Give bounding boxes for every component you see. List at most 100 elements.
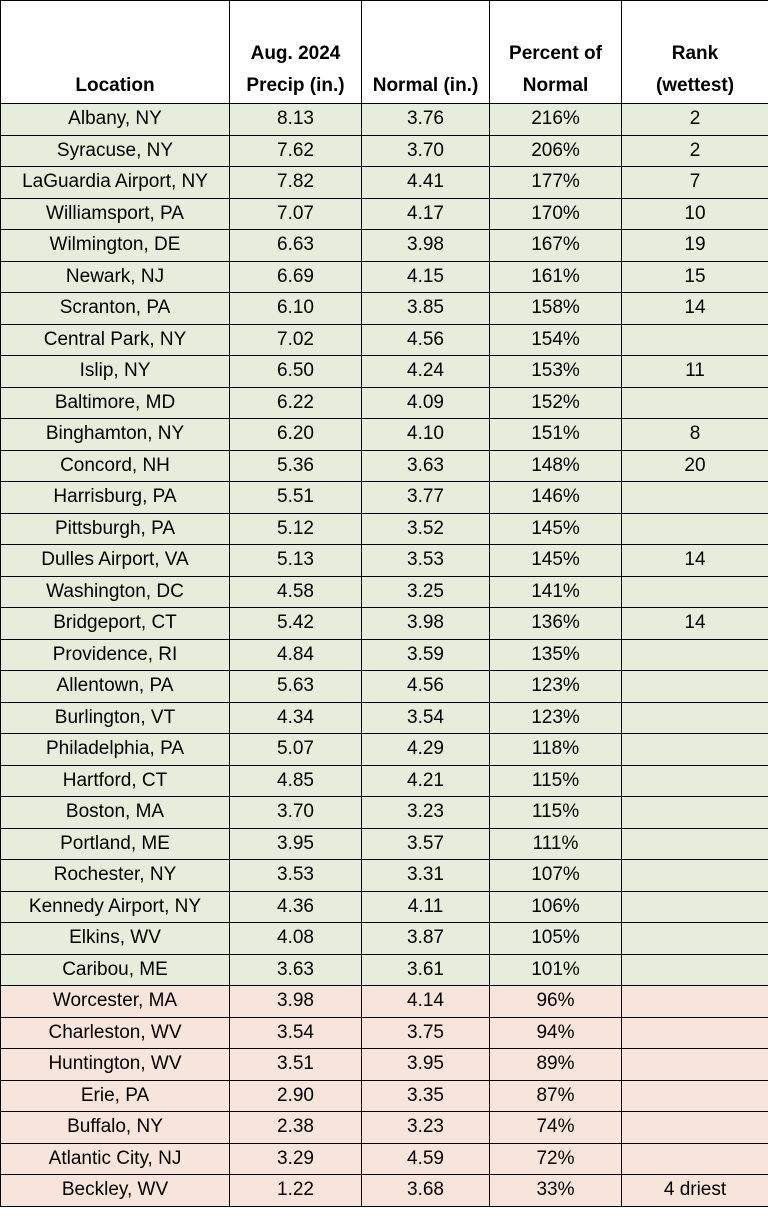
cell-rank: 19 — [621, 229, 768, 262]
cell-normal: 3.25 — [361, 575, 490, 608]
table-row: Dulles Airport, VA 5.13 3.53 145% 14 — [0, 544, 768, 577]
cell-rank — [621, 1016, 768, 1049]
table-row: Albany, NY 8.13 3.76 216% 2 — [0, 103, 768, 136]
table-row: Washington, DC 4.58 3.25 141% — [0, 575, 768, 608]
cell-percent: 74% — [489, 1111, 622, 1144]
cell-location: Huntington, WV — [0, 1048, 230, 1081]
cell-location: Erie, PA — [0, 1079, 230, 1112]
cell-location: Charleston, WV — [0, 1016, 230, 1049]
cell-percent: 135% — [489, 638, 622, 671]
cell-percent: 94% — [489, 1016, 622, 1049]
header-location: Location — [0, 0, 230, 104]
cell-rank — [621, 764, 768, 797]
cell-normal: 3.76 — [361, 103, 490, 136]
header-rank: Rank (wettest) — [621, 0, 768, 104]
cell-location: Rochester, NY — [0, 859, 230, 892]
header-percent-line2: Normal — [522, 75, 589, 96]
header-precip: Aug. 2024 Precip (in.) — [229, 0, 362, 104]
cell-percent: 111% — [489, 827, 622, 860]
cell-precip: 7.62 — [229, 134, 362, 167]
header-rank-line2: (wettest) — [655, 75, 735, 96]
cell-normal: 3.23 — [361, 796, 490, 829]
cell-location: Baltimore, MD — [0, 386, 230, 419]
cell-precip: 4.36 — [229, 890, 362, 923]
table-row: Erie, PA 2.90 3.35 87% — [0, 1079, 768, 1112]
table-row: Providence, RI 4.84 3.59 135% — [0, 638, 768, 671]
cell-normal: 3.87 — [361, 922, 490, 955]
cell-precip: 4.85 — [229, 764, 362, 797]
cell-precip: 4.84 — [229, 638, 362, 671]
table-row: Buffalo, NY 2.38 3.23 74% — [0, 1111, 768, 1144]
cell-normal: 3.53 — [361, 544, 490, 577]
cell-rank — [621, 670, 768, 703]
table-row: Hartford, CT 4.85 4.21 115% — [0, 764, 768, 797]
cell-precip: 5.07 — [229, 733, 362, 766]
cell-normal: 4.21 — [361, 764, 490, 797]
table-row: Pittsburgh, PA 5.12 3.52 145% — [0, 512, 768, 545]
cell-location: Boston, MA — [0, 796, 230, 829]
header-percent-line1: Percent of — [509, 43, 602, 64]
cell-precip: 2.38 — [229, 1111, 362, 1144]
cell-location: Harrisburg, PA — [0, 481, 230, 514]
cell-percent: 152% — [489, 386, 622, 419]
cell-precip: 7.02 — [229, 323, 362, 356]
cell-location: Concord, NH — [0, 449, 230, 482]
table-row: Wilmington, DE 6.63 3.98 167% 19 — [0, 229, 768, 262]
table-row: Baltimore, MD 6.22 4.09 152% — [0, 386, 768, 419]
cell-location: LaGuardia Airport, NY — [0, 166, 230, 199]
cell-normal: 4.09 — [361, 386, 490, 419]
cell-rank — [621, 1048, 768, 1081]
cell-rank — [621, 827, 768, 860]
cell-location: Elkins, WV — [0, 922, 230, 955]
table-row: Burlington, VT 4.34 3.54 123% — [0, 701, 768, 734]
cell-percent: 151% — [489, 418, 622, 451]
cell-location: Worcester, MA — [0, 985, 230, 1018]
table-row: Central Park, NY 7.02 4.56 154% — [0, 323, 768, 356]
cell-location: Hartford, CT — [0, 764, 230, 797]
table-row: Boston, MA 3.70 3.23 115% — [0, 796, 768, 829]
cell-rank: 10 — [621, 197, 768, 230]
table-row: Bridgeport, CT 5.42 3.98 136% 14 — [0, 607, 768, 640]
cell-precip: 3.54 — [229, 1016, 362, 1049]
cell-rank — [621, 386, 768, 419]
cell-percent: 141% — [489, 575, 622, 608]
cell-percent: 145% — [489, 512, 622, 545]
cell-percent: 161% — [489, 260, 622, 293]
table-row: Binghamton, NY 6.20 4.10 151% 8 — [0, 418, 768, 451]
cell-location: Beckley, WV — [0, 1174, 230, 1207]
cell-precip: 7.07 — [229, 197, 362, 230]
cell-location: Bridgeport, CT — [0, 607, 230, 640]
cell-normal: 4.10 — [361, 418, 490, 451]
cell-precip: 5.51 — [229, 481, 362, 514]
cell-percent: 158% — [489, 292, 622, 325]
cell-percent: 96% — [489, 985, 622, 1018]
table-row: Harrisburg, PA 5.51 3.77 146% — [0, 481, 768, 514]
cell-normal: 4.41 — [361, 166, 490, 199]
cell-percent: 115% — [489, 796, 622, 829]
cell-percent: 136% — [489, 607, 622, 640]
cell-rank — [621, 701, 768, 734]
cell-rank — [621, 733, 768, 766]
cell-percent: 72% — [489, 1142, 622, 1175]
cell-rank — [621, 890, 768, 923]
cell-percent: 153% — [489, 355, 622, 388]
cell-rank — [621, 859, 768, 892]
cell-normal: 3.31 — [361, 859, 490, 892]
cell-rank — [621, 1079, 768, 1112]
cell-precip: 6.10 — [229, 292, 362, 325]
cell-location: Newark, NJ — [0, 260, 230, 293]
table-row: Charleston, WV 3.54 3.75 94% — [0, 1016, 768, 1049]
cell-percent: 106% — [489, 890, 622, 923]
cell-rank — [621, 481, 768, 514]
cell-location: Binghamton, NY — [0, 418, 230, 451]
cell-percent: 146% — [489, 481, 622, 514]
cell-precip: 1.22 — [229, 1174, 362, 1207]
cell-rank: 20 — [621, 449, 768, 482]
cell-precip: 7.82 — [229, 166, 362, 199]
cell-normal: 4.56 — [361, 670, 490, 703]
cell-location: Kennedy Airport, NY — [0, 890, 230, 923]
cell-precip: 3.98 — [229, 985, 362, 1018]
cell-rank: 15 — [621, 260, 768, 293]
table-row: Elkins, WV 4.08 3.87 105% — [0, 922, 768, 955]
header-normal-label: Normal (in.) — [372, 75, 479, 96]
